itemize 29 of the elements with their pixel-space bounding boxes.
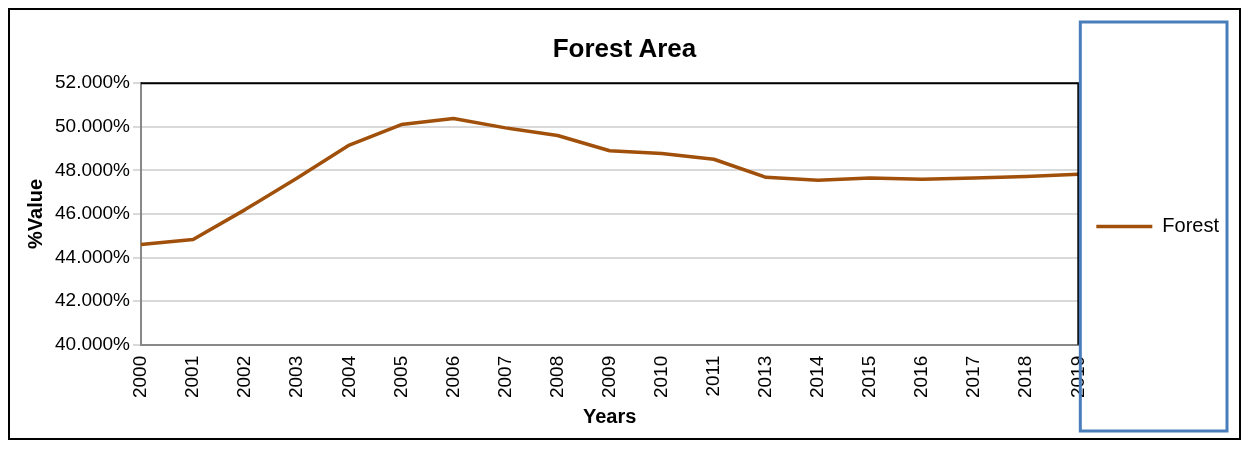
x-tick-label: 2014 <box>806 355 828 399</box>
x-tick-label: 2016 <box>910 355 932 399</box>
y-tick-label: 42.000% <box>54 289 131 311</box>
x-tick-label: 2002 <box>233 355 255 399</box>
y-tick-label: 40.000% <box>54 332 131 354</box>
x-tick-label: 2015 <box>858 355 880 399</box>
x-tick-label: 2017 <box>962 355 984 399</box>
x-tick-label: 2011 <box>702 355 724 397</box>
x-axis-title: Years <box>582 404 637 427</box>
y-tick-label: 48.000% <box>54 158 131 180</box>
x-tick-label: 2008 <box>545 355 567 399</box>
y-tick-label: 52.000% <box>54 71 131 93</box>
y-tick-label: 50.000% <box>54 115 131 137</box>
y-axis-title: %Value <box>23 178 46 249</box>
legend-label: Forest <box>1162 214 1220 237</box>
x-tick-label: 2010 <box>649 355 671 399</box>
y-tick-label: 44.000% <box>54 245 131 267</box>
x-tick-label: 2004 <box>337 355 359 399</box>
chart-title: Forest Area <box>552 32 697 63</box>
x-tick-label: 2003 <box>285 355 307 399</box>
x-tick-label: 2007 <box>493 355 515 399</box>
x-tick-label: 2009 <box>597 355 619 399</box>
x-tick-label: 2013 <box>754 355 776 399</box>
x-tick-label: 2005 <box>389 355 411 399</box>
x-tick-label: 2018 <box>1014 355 1036 399</box>
x-tick-label: 2006 <box>441 355 463 399</box>
x-tick-label: 2000 <box>129 355 151 399</box>
y-tick-label: 46.000% <box>54 202 131 224</box>
x-tick-label: 2001 <box>181 355 203 399</box>
